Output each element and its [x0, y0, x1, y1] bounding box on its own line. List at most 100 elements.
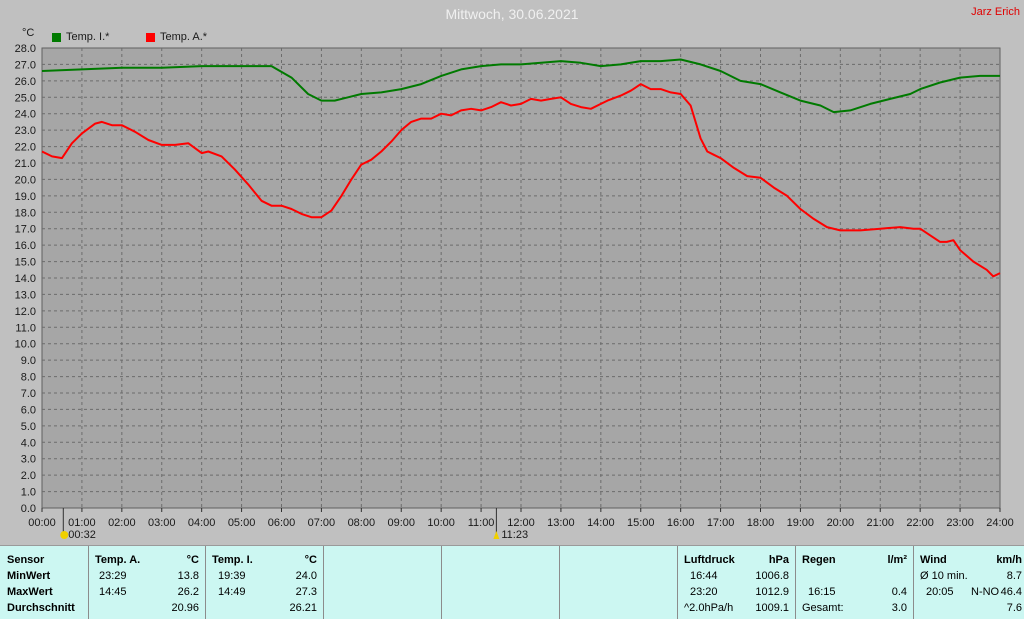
y-tick-label: 15.0	[15, 257, 36, 269]
wind-max-time: 20:05	[926, 586, 954, 598]
regen-unit: l/m²	[887, 554, 907, 566]
legend-label-temp-i: Temp. I.*	[66, 31, 110, 43]
legend-item-temp-a: Temp. A.*	[146, 31, 207, 43]
wind-max-value: 46.4	[1000, 586, 1022, 598]
x-tick-label: 20:00	[827, 517, 855, 529]
series-line-temp-a	[41, 83, 1001, 278]
luftdruck-max-time: 23:20	[690, 586, 718, 598]
y-tick-label: 11.0	[15, 322, 36, 334]
statistics-table: Sensor MinWert MaxWert Durchschnitt Temp…	[0, 545, 1024, 619]
y-tick-label: 13.0	[15, 289, 36, 301]
x-tick-label: 00:00	[28, 517, 56, 529]
x-tick-label: 21:00	[866, 517, 894, 529]
regen-header: Regen	[802, 554, 836, 566]
series-line-temp-i	[41, 58, 1000, 114]
x-tick-label: 22:00	[906, 517, 934, 529]
luftdruck-min-value: 1006.8	[755, 570, 789, 582]
wind-avg-label: Ø 10 min.	[920, 570, 968, 582]
y-tick-label: 9.0	[21, 355, 36, 367]
y-tick-label: 16.0	[15, 240, 36, 252]
y-tick-label: 17.0	[15, 224, 36, 236]
y-tick-label: 19.0	[15, 191, 36, 203]
y-tick-label: 5.0	[21, 421, 36, 433]
x-tick-label: 10:00	[427, 517, 455, 529]
y-tick-label: 10.0	[15, 339, 36, 351]
x-tick-label: 15:00	[627, 517, 655, 529]
y-tick-label: 20.0	[15, 174, 36, 186]
marker-time-label: 00:32	[68, 529, 96, 541]
x-tick-label: 16:00	[667, 517, 695, 529]
y-tick-label: 1.0	[21, 487, 36, 499]
luftdruck-column: Luftdruck hPa 16:44 1006.8 23:20 1012.9 …	[678, 546, 796, 619]
regen-value: 0.4	[891, 586, 907, 598]
x-tick-label: 13:00	[547, 517, 575, 529]
x-tick-label: 06:00	[268, 517, 296, 529]
wind-value-3: 7.6	[1006, 602, 1022, 614]
temp-a-column: Temp. A. °C 23:29 13.8 14:45 26.2 20.96	[89, 546, 206, 619]
x-tick-label: 09:00	[387, 517, 415, 529]
y-tick-label: 21.0	[15, 158, 36, 170]
marker-time-label: 11:23	[501, 529, 528, 541]
x-tick-label: 12:00	[507, 517, 535, 529]
legend-swatch-temp-a	[146, 32, 155, 42]
temp-i-min-value: 24.0	[295, 570, 317, 582]
temp-i-avg-value: 26.21	[289, 602, 317, 614]
wind-direction: N-NO	[971, 586, 1000, 598]
x-tick-label: 08:00	[348, 517, 376, 529]
temp-a-max-value: 26.2	[177, 586, 199, 598]
x-tick-label: 23:00	[946, 517, 974, 529]
empty-column-1	[324, 546, 442, 619]
chart-title: Mittwoch, 30.06.2021	[445, 6, 579, 22]
y-tick-label: 12.0	[15, 306, 36, 318]
row-label-max: MaxWert	[7, 586, 53, 598]
luftdruck-trend-value: 1009.1	[755, 602, 789, 614]
regen-time: 16:15	[808, 586, 836, 598]
temp-a-min-time: 23:29	[99, 570, 127, 582]
wind-column: Wind km/h Ø 10 min. 8.7 20:05 N-NO 46.4 …	[914, 546, 1024, 619]
wind-header: Wind	[920, 554, 947, 566]
y-tick-label: 8.0	[21, 372, 36, 384]
x-tick-label: 03:00	[148, 517, 176, 529]
y-tick-label: 28.0	[15, 43, 36, 55]
y-tick-label: 23.0	[15, 125, 36, 137]
row-labels-column: Sensor MinWert MaxWert Durchschnitt	[0, 546, 89, 619]
luftdruck-min-time: 16:44	[690, 570, 718, 582]
x-tick-label: 24:00	[986, 517, 1014, 529]
x-tick-label: 02:00	[108, 517, 136, 529]
row-label-sensor: Sensor	[7, 554, 45, 566]
x-tick-label: 19:00	[787, 517, 815, 529]
y-tick-label: 4.0	[21, 437, 36, 449]
wind-avg-value: 8.7	[1006, 570, 1022, 582]
regen-total-label: Gesamt:	[802, 602, 844, 614]
row-label-avg: Durchschnitt	[7, 602, 75, 614]
x-tick-label: 18:00	[747, 517, 775, 529]
y-tick-label: 3.0	[21, 454, 36, 466]
temp-i-unit: °C	[304, 554, 317, 566]
luftdruck-max-value: 1012.9	[755, 586, 789, 598]
x-tick-label: 11:00	[468, 517, 495, 529]
x-tick-label: 14:00	[587, 517, 615, 529]
row-label-min: MinWert	[7, 570, 51, 582]
x-tick-label: 17:00	[707, 517, 735, 529]
sun-icon	[493, 531, 500, 539]
x-tick-label: 05:00	[228, 517, 256, 529]
regen-total-value: 3.0	[891, 602, 907, 614]
y-tick-label: 26.0	[15, 76, 36, 88]
temperature-chart: °C 0.0 1.0 2.0 3.0 4.0 5.0 6.0 7.0 8.0 9.0 10.0 11.0…	[15, 27, 1014, 541]
x-tick-label: 04:00	[188, 517, 216, 529]
temp-i-min-time: 19:39	[218, 570, 246, 582]
x-tick-label: 07:00	[308, 517, 336, 529]
legend-item-temp-i: Temp. I.*	[52, 31, 109, 43]
temp-i-column: Temp. I. °C 19:39 24.0 14:49 27.3 26.21	[206, 546, 324, 619]
temp-i-header: Temp. I.	[212, 554, 253, 566]
y-tick-label: 0.0	[21, 503, 36, 515]
y-tick-label: 27.0	[15, 59, 36, 71]
empty-column-2	[442, 546, 560, 619]
y-tick-label: 22.0	[15, 142, 36, 154]
temp-a-min-value: 13.8	[177, 570, 199, 582]
temp-i-max-time: 14:49	[218, 586, 246, 598]
temp-i-max-value: 27.3	[295, 586, 317, 598]
luftdruck-trend-label: ^2.0hPa/h	[684, 602, 734, 614]
author-label: Jarz Erich	[971, 6, 1020, 18]
luftdruck-unit: hPa	[768, 554, 789, 566]
